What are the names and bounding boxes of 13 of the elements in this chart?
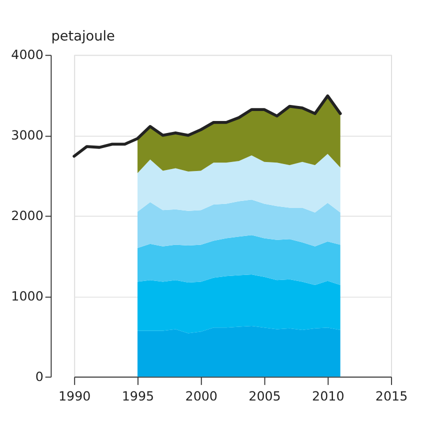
x-tick-label: 2015: [375, 388, 408, 404]
y-tick-label: 1000: [11, 288, 44, 304]
x-tick-label: 2010: [312, 388, 344, 404]
x-tick-label: 2005: [248, 388, 281, 404]
y-tick-label: 0: [35, 369, 44, 384]
y-tick-label: 4000: [11, 47, 44, 62]
y-axis-title: petajoule: [51, 28, 115, 45]
x-tick-label: 1990: [58, 388, 91, 404]
x-tick-label: 1995: [122, 388, 154, 404]
line-series: [72, 94, 342, 158]
y-tick-label: 3000: [11, 128, 44, 143]
y-tick-label: 2000: [11, 208, 44, 224]
x-tick-label: 2000: [185, 388, 218, 404]
